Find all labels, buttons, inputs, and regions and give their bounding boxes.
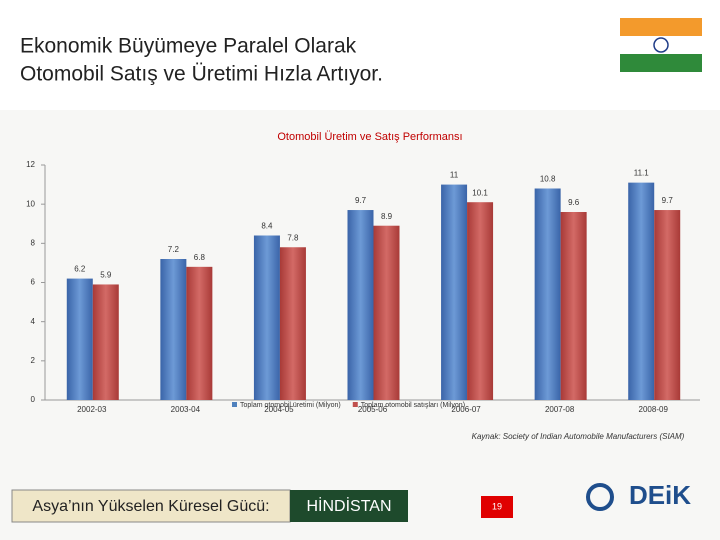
bar [373,225,400,400]
y-tick-label: 8 [31,238,36,247]
bar [441,184,468,400]
x-tick-label: 2008-09 [639,405,669,414]
bar [186,266,213,400]
title-band [0,0,720,110]
chart-title: Otomobil Üretim ve Satış Performansı [277,131,462,143]
legend-swatch [352,402,358,407]
page-number-box [481,496,513,518]
value-label: 11 [450,171,459,180]
x-tick-label: 2003-04 [171,405,201,414]
y-tick-label: 10 [26,199,35,208]
value-label: 9.7 [662,196,674,205]
x-tick-label: 2004-05 [264,405,294,414]
slide-title: Otomobil Satış ve Üretimi Hızla Artıyor. [20,63,383,86]
y-tick-label: 4 [31,317,36,326]
bar [654,210,681,400]
bar [534,188,561,400]
value-label: 11.1 [634,169,650,178]
footer-text: Asya’nın Yükselen Küresel Gücü: [32,498,269,515]
bar [279,247,306,400]
value-label: 10.1 [472,188,488,197]
x-tick-label: 2006-07 [451,405,481,414]
value-label: 9.7 [355,196,367,205]
logo: DEiK [629,480,691,510]
y-tick-label: 6 [31,278,36,287]
legend-label: Toplam otomobil satışları (Milyon) [361,402,465,409]
value-label: 9.6 [568,198,580,207]
y-tick-label: 12 [26,160,35,169]
bar [347,210,374,400]
value-label: 8.4 [261,222,273,231]
value-label: 6.8 [194,253,206,262]
page-number: 19 [492,501,502,511]
slide-title: Ekonomik Büyümeye Paralel Olarak [20,35,357,58]
value-label: 7.2 [168,245,180,254]
footer-box [11,489,291,523]
legend-swatch [232,402,237,407]
flag [620,18,702,72]
y-tick-label: 2 [31,356,36,365]
x-tick-label: 2005-06 [358,405,388,414]
bar [253,235,280,400]
bar [160,259,187,400]
value-label: 8.9 [381,212,393,221]
value-label: 5.9 [100,271,112,280]
source: Kaynak: Society of Indian Automobile Man… [472,432,685,441]
bar [467,202,494,400]
bar [560,212,587,400]
bar [66,278,93,400]
footer-country: HİNDİSTAN [306,496,391,515]
footer-country-box [290,490,408,522]
value-label: 10.8 [540,175,556,184]
y-tick-label: 0 [31,395,36,404]
x-tick-label: 2002-03 [77,405,107,414]
bar [628,182,655,400]
value-label: 6.2 [74,265,86,274]
legend-label: Toplam otomobil üretimi (Milyon) [240,402,341,409]
bar [92,284,119,400]
logo-mark [586,483,614,511]
x-tick-label: 2007-08 [545,405,575,414]
value-label: 7.8 [287,233,299,242]
